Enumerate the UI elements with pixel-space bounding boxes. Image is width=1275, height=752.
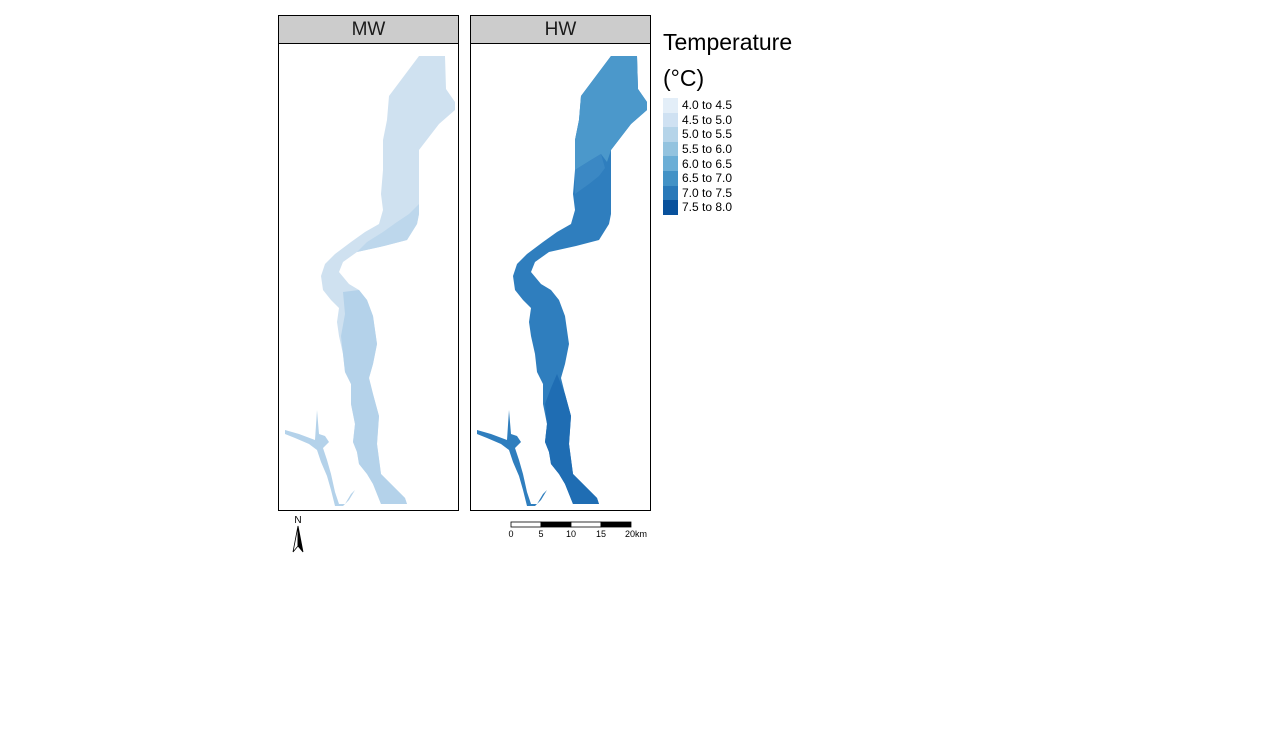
- panel-hw: HW: [470, 15, 651, 511]
- legend-label: 7.0 to 7.5: [682, 185, 733, 200]
- scale-bar: 0 5 10 15 20km: [508, 521, 647, 539]
- scale-bar-tick-label: 15: [596, 529, 606, 539]
- legend-swatch: [663, 156, 678, 171]
- legend-item: 6.0 to 6.5: [663, 156, 823, 171]
- legend-label: 4.0 to 4.5: [682, 98, 733, 113]
- hw-river-edge: [575, 154, 605, 194]
- hw-river-low: [545, 374, 599, 504]
- legend-item: 5.0 to 5.5: [663, 127, 823, 142]
- north-arrow-icon: N: [292, 515, 304, 553]
- legend-swatch: [663, 141, 678, 157]
- mw-river-mid: [357, 204, 419, 252]
- legend-item: 5.5 to 6.0: [663, 141, 823, 157]
- legend-label: 6.5 to 7.0: [682, 171, 733, 186]
- legend-items: 4.0 to 4.5 4.5 to 5.0 5.0 to 5.5 5.5 to 6.0…: [663, 98, 823, 215]
- legend-label: 5.0 to 5.5: [682, 127, 733, 142]
- hw-river-mid: [575, 56, 647, 170]
- panel-mw: MW: [278, 15, 459, 511]
- scale-bar-tick-label: 10: [566, 529, 576, 539]
- legend-label: 5.5 to 6.0: [682, 142, 733, 157]
- legend-swatch: [663, 200, 678, 215]
- legend-title: Temperature (°C): [663, 29, 793, 91]
- scale-bar-tick-label: 5: [538, 529, 543, 539]
- legend-swatch: [663, 98, 678, 113]
- panel-hw-map: [477, 56, 647, 506]
- north-arrow-label: N: [294, 515, 301, 526]
- legend-item: 7.5 to 8.0: [663, 200, 823, 215]
- legend-item: 7.0 to 7.5: [663, 185, 823, 201]
- mw-tributary: [285, 410, 355, 506]
- legend-item: 6.5 to 7.0: [663, 170, 823, 186]
- legend-item: 4.0 to 4.5: [663, 98, 823, 113]
- legend-label: 4.5 to 5.0: [682, 112, 733, 127]
- legend-label: 7.5 to 8.0: [682, 200, 733, 215]
- panel-hw-title: HW: [471, 16, 650, 44]
- hw-river-shape: [513, 56, 647, 504]
- legend: Temperature (°C) 4.0 to 4.5 4.5 to 5.0 5.0…: [663, 24, 823, 215]
- scale-bar-tick-label: 20km: [625, 529, 647, 539]
- legend-swatch: [663, 112, 678, 128]
- legend-item: 4.5 to 5.0: [663, 112, 823, 128]
- legend-label: 6.0 to 6.5: [682, 156, 733, 171]
- panel-mw-title: MW: [279, 16, 458, 44]
- legend-swatch: [663, 127, 678, 142]
- scale-bar-tick-label: 0: [508, 529, 513, 539]
- hw-tributary: [477, 410, 547, 506]
- legend-swatch: [663, 185, 678, 201]
- mw-river-low: [341, 290, 407, 504]
- panel-mw-map: [285, 56, 455, 506]
- legend-swatch: [663, 170, 678, 186]
- mw-river-shape: [321, 56, 455, 504]
